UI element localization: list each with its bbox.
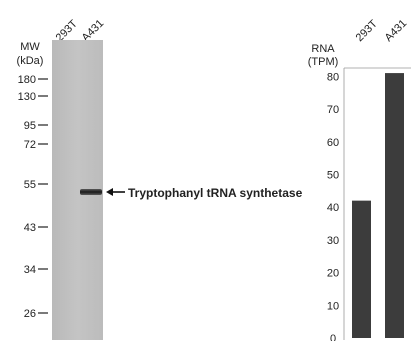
western-blot-panel: MW (kDa) 293T A431 180 130 95 72 55 43: [17, 17, 303, 340]
kda-label: (kDa): [17, 55, 44, 67]
band-annotation-label: Tryptophanyl tRNA synthetase: [128, 186, 303, 200]
rna-bar-chart: RNA (TPM) 293T A431 0 10 20 30 40 50 60 70 80: [308, 17, 411, 341]
y-tick-label: 50: [327, 169, 339, 181]
y-axis-ticks: 0 10 20 30 40 50 60 70 80: [327, 71, 339, 341]
mw-marker: 43: [24, 222, 48, 234]
y-tick-label: 10: [327, 300, 339, 312]
y-tick-label: 20: [327, 268, 339, 280]
mw-marker-label: 130: [18, 91, 36, 103]
y-tick-label: 30: [327, 235, 339, 247]
bar-293t: [352, 200, 371, 338]
mw-marker: 34: [24, 264, 48, 276]
mw-marker: 130: [18, 91, 48, 103]
x-tick-label-293t: 293T: [354, 18, 380, 44]
bars: [352, 73, 404, 339]
mw-marker-label: 55: [24, 179, 36, 191]
mw-marker-label: 95: [24, 120, 36, 132]
mw-marker-label: 72: [24, 139, 36, 151]
mw-marker-label: 26: [24, 308, 36, 320]
mw-marker: 180: [18, 74, 48, 86]
mw-marker-label: 43: [24, 222, 36, 234]
chart-ylabel: RNA: [311, 43, 335, 55]
mw-label: MW: [20, 41, 40, 53]
mw-marker: 95: [24, 120, 48, 132]
mw-marker: 26: [24, 308, 48, 320]
y-tick-label: 80: [327, 71, 339, 83]
protein-band: [80, 189, 102, 195]
mw-marker: 55: [24, 179, 48, 191]
bar-a431: [385, 73, 404, 339]
y-tick-label: 70: [327, 104, 339, 116]
y-tick-label: 40: [327, 202, 339, 214]
mw-marker: 72: [24, 139, 48, 151]
y-tick-label: 60: [327, 137, 339, 149]
band-arrow: [106, 188, 125, 196]
y-tick-label: 0: [330, 333, 336, 341]
chart-ylabel-unit: (TPM): [308, 56, 339, 68]
mw-marker-label: 180: [18, 74, 36, 86]
mw-marker-label: 34: [24, 264, 36, 276]
x-tick-label-a431: A431: [383, 17, 410, 44]
